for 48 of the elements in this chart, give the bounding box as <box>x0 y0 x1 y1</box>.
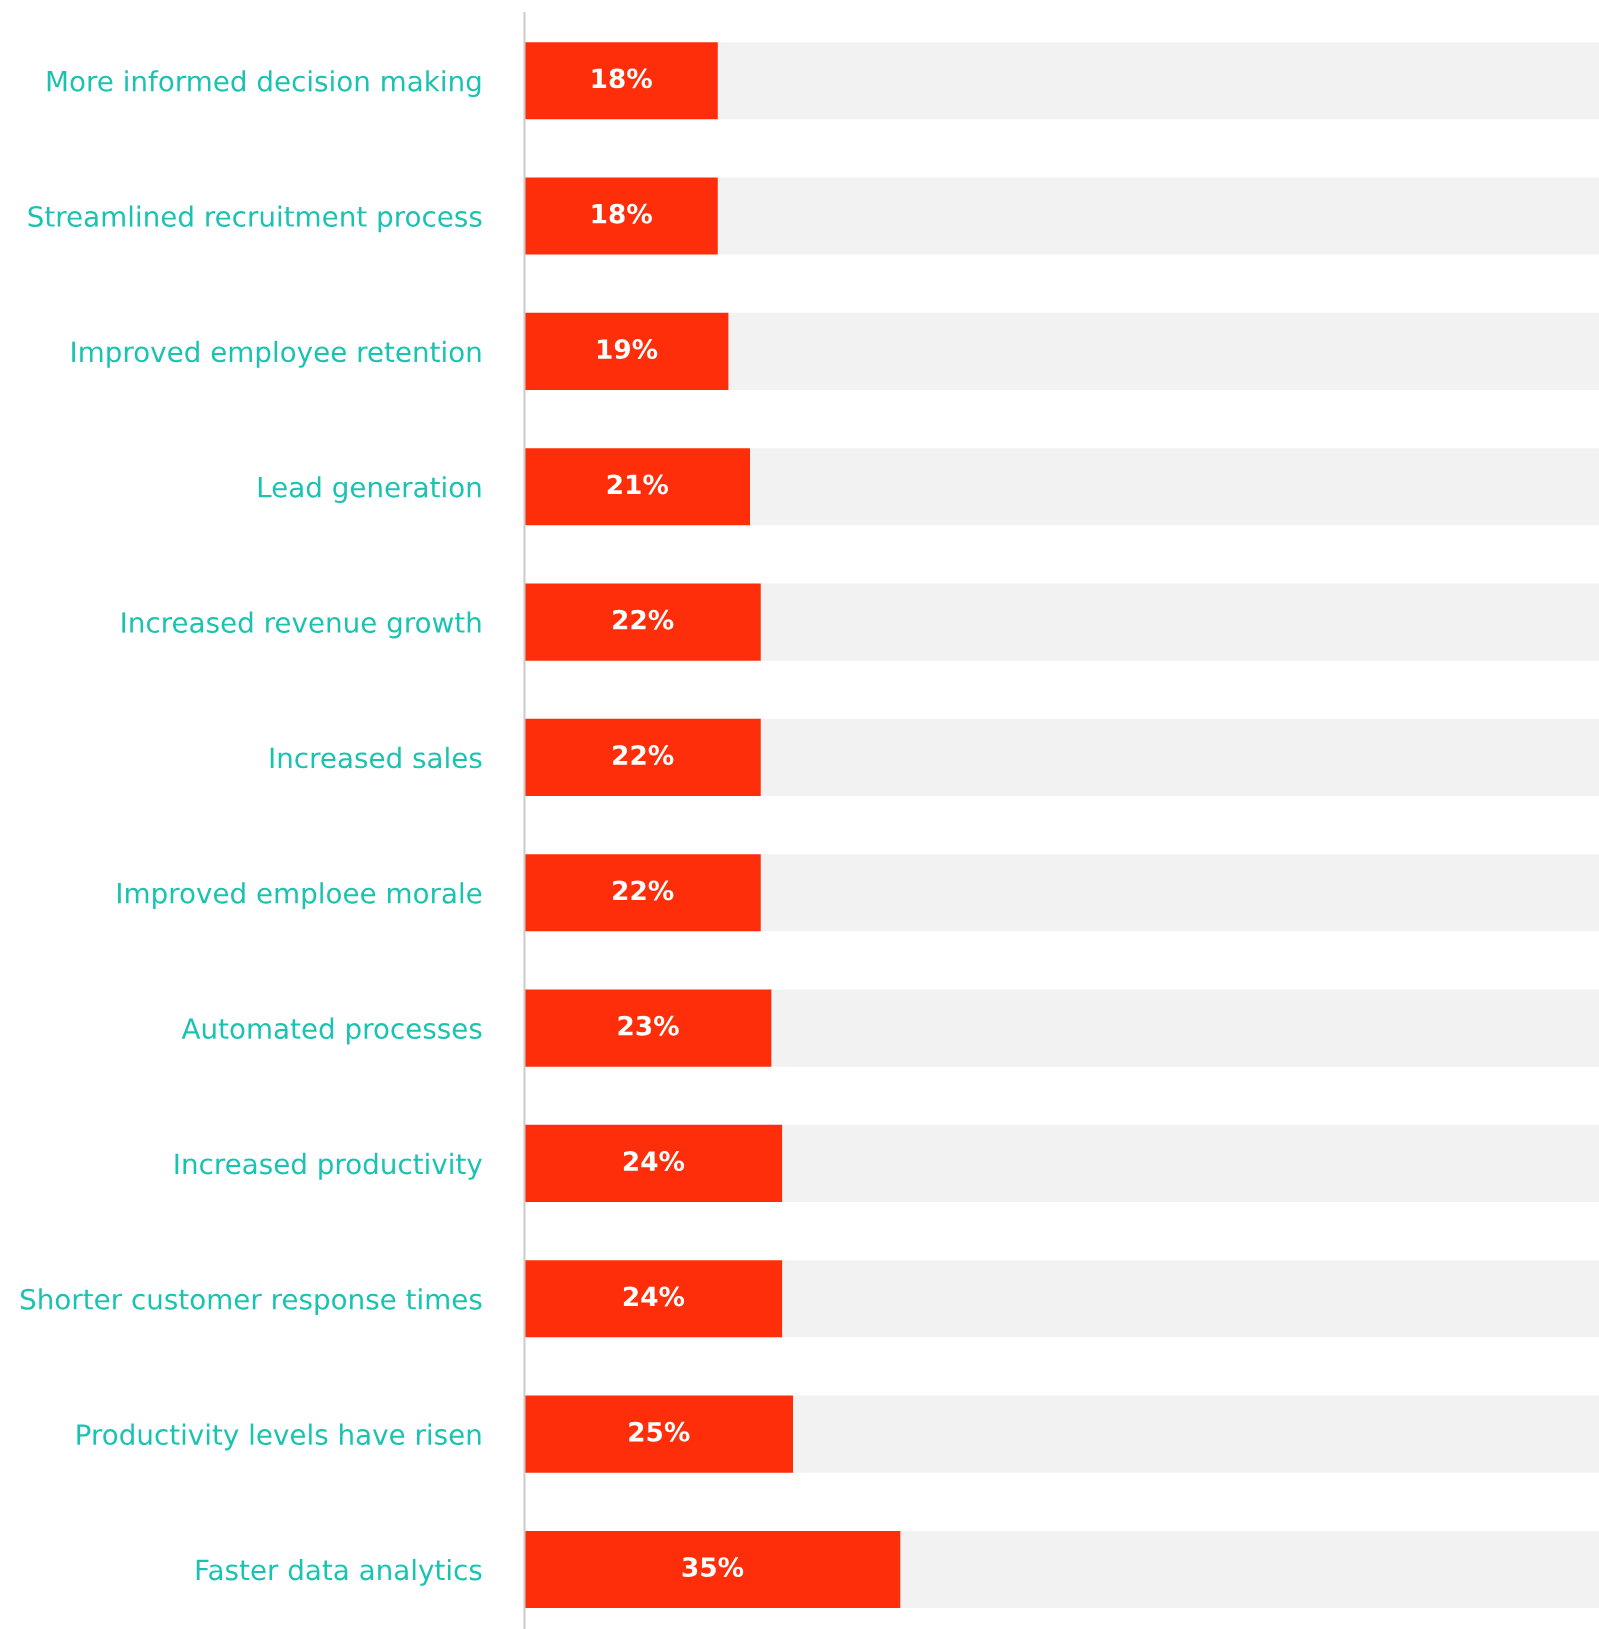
bar <box>760 718 1599 796</box>
bar <box>760 583 1599 661</box>
data-label: 21% <box>607 474 669 495</box>
bar <box>524 1260 783 1338</box>
y-tick-label: Increased revenue growth <box>122 611 481 639</box>
y-tick-label: Increased sales <box>270 746 482 769</box>
data-label: 23% <box>618 1015 679 1036</box>
bar <box>728 312 1599 390</box>
y-tick-label: Shorter customer response times <box>20 1288 482 1316</box>
bar <box>524 448 751 526</box>
data-label: 22% <box>613 745 674 766</box>
y-tick-label: Improved emploee morale <box>118 882 482 910</box>
data-label: 22% <box>613 609 674 630</box>
bar <box>524 1530 901 1609</box>
bar <box>782 1124 1599 1202</box>
bar <box>524 1124 783 1202</box>
bar <box>750 448 1599 526</box>
y-tick-label: Faster data analytics <box>196 1558 482 1586</box>
y-tick-label: Lead generation <box>258 476 481 504</box>
bar <box>717 42 1599 120</box>
y-tick-label: Automated processes <box>181 1017 482 1045</box>
bar <box>524 312 729 390</box>
bar <box>524 854 761 932</box>
bar <box>524 1395 794 1473</box>
y-tick-label: Streamlined recruitment process <box>28 205 482 233</box>
bar <box>782 1260 1599 1338</box>
y-tick-label: Improved employee retention <box>72 340 481 368</box>
y-tick-label: Increased productivity <box>175 1152 482 1180</box>
data-label: 35% <box>682 1557 744 1578</box>
y-tick-label: Productivity levels have risen <box>77 1423 481 1451</box>
data-label: 25% <box>629 1421 690 1442</box>
bar <box>900 1530 1599 1609</box>
data-label: 18% <box>592 68 652 89</box>
bar <box>717 177 1599 255</box>
data-label: 22% <box>613 880 674 901</box>
bar <box>760 854 1599 932</box>
bar <box>524 177 718 255</box>
bar <box>771 989 1599 1067</box>
bar <box>524 42 718 120</box>
data-label: 19% <box>597 339 658 360</box>
bar <box>524 583 761 661</box>
data-label: 18% <box>592 203 652 224</box>
bar <box>524 718 761 796</box>
data-label: 24% <box>623 1151 685 1172</box>
data-label: 24% <box>623 1286 685 1307</box>
bar <box>524 989 772 1067</box>
bar <box>793 1395 1599 1473</box>
y-tick-label: More informed decision making <box>47 70 481 98</box>
